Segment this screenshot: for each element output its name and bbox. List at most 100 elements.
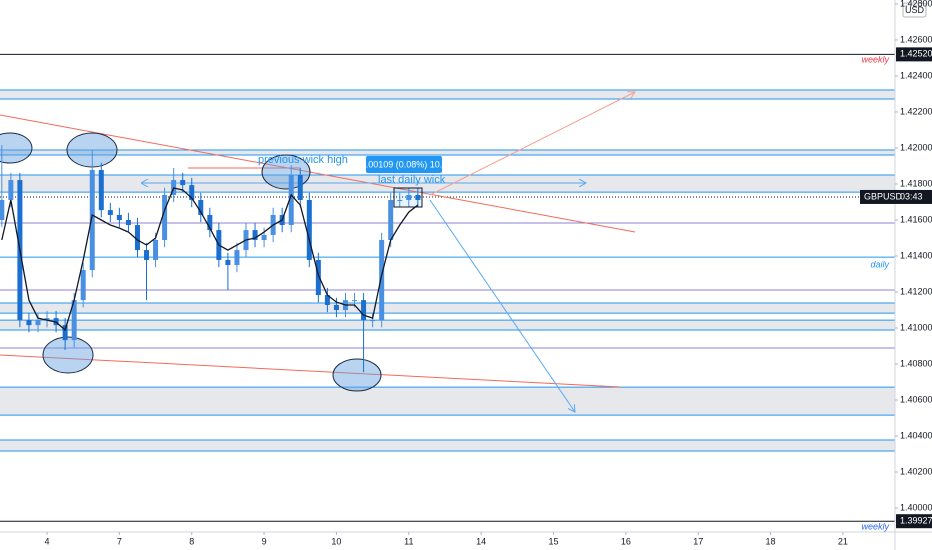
- zone: [0, 149, 895, 156]
- x-tick-label: 18: [766, 536, 776, 546]
- trendline: [0, 354, 621, 388]
- arrow-down: [429, 199, 575, 412]
- zone: [0, 387, 895, 416]
- y-tick-label: 1.42600: [900, 34, 932, 44]
- candle-body: [352, 300, 358, 302]
- candle-body: [62, 325, 68, 341]
- candle-body: [315, 259, 321, 296]
- candle-body: [324, 295, 330, 305]
- candle-body: [370, 320, 376, 322]
- candle-body: [116, 214, 122, 221]
- y-tick-label: 1.41400: [900, 250, 932, 260]
- measure-tag: [366, 156, 442, 173]
- candle-body: [162, 194, 168, 240]
- candle-body: [234, 250, 240, 266]
- candle-body: [80, 270, 86, 301]
- y-tick-label: 1.42800: [900, 0, 932, 8]
- x-tick-label: 4: [45, 536, 50, 546]
- overlay: 0.00109 (0.08%) 10.9 previous wick high …: [258, 154, 448, 208]
- candle-body: [198, 200, 204, 215]
- candle-body: [261, 234, 267, 240]
- ellipse: [0, 132, 33, 164]
- currency: USD: [905, 5, 925, 15]
- levels: daily weekly weekly: [0, 53, 895, 532]
- x-tick-label: 14: [476, 536, 486, 546]
- zone: [0, 90, 895, 100]
- zone: [0, 440, 895, 451]
- candle-body: [98, 169, 104, 211]
- key-level-tag: weekly: [861, 522, 889, 532]
- zone: [0, 174, 895, 193]
- candle-body: [333, 304, 339, 311]
- candle-body: [297, 174, 303, 201]
- candle-body: [89, 169, 95, 271]
- x-tick-label: 8: [189, 536, 194, 546]
- key-level-tag: weekly: [861, 55, 889, 65]
- arrow-up: [429, 92, 635, 196]
- y-tick-label: 1.40200: [900, 466, 932, 476]
- key-level-box: [896, 514, 932, 529]
- y-tick-label: 1.40800: [900, 358, 932, 368]
- x-tick-label: 17: [693, 536, 703, 546]
- symbol-box: [860, 189, 932, 204]
- countdown: 03:43: [900, 191, 923, 201]
- candles: [0, 145, 421, 373]
- candle-body: [153, 239, 159, 260]
- candle-body: [144, 250, 150, 260]
- symbol-label: GBPUSD: [864, 191, 903, 201]
- candle-body: [0, 200, 5, 221]
- candle-body: [26, 320, 32, 326]
- key-level-label: 1.42520: [900, 49, 932, 59]
- ellipse: [332, 358, 382, 392]
- measure-label: 0.00109 (0.08%) 10.9: [361, 159, 448, 169]
- x-tick-label: 10: [331, 536, 341, 546]
- y-tick-label: 1.41800: [900, 178, 932, 188]
- candle-body: [388, 200, 394, 240]
- candle-body: [71, 300, 77, 341]
- y-tick-label: 1.40400: [900, 430, 932, 440]
- candle-body: [134, 225, 140, 251]
- trendline: [0, 114, 636, 233]
- zone: [0, 302, 895, 314]
- y-tick-label: 1.42000: [900, 142, 932, 152]
- candle-body: [189, 185, 195, 201]
- candle-body: [8, 180, 14, 201]
- moving-average: [1, 187, 419, 332]
- x-tick-label: 7: [117, 536, 122, 546]
- zone: [0, 320, 895, 331]
- x-tick-label: 9: [262, 536, 267, 546]
- candle-body: [107, 210, 113, 215]
- drawings: [0, 92, 635, 412]
- candle-body: [397, 200, 403, 202]
- y-tick-label: 1.41600: [900, 214, 932, 224]
- x-tick-label: 11: [404, 536, 413, 546]
- candle-body: [306, 200, 312, 260]
- ellipse: [42, 336, 94, 374]
- annotation: last daily wick: [378, 174, 446, 186]
- currency-box: [902, 2, 927, 18]
- x-tick-label: 15: [548, 536, 558, 546]
- candle-body: [180, 180, 186, 186]
- y-tick-label: 1.41000: [900, 322, 932, 332]
- level-tag: daily: [870, 259, 889, 269]
- measure-box: [393, 187, 423, 208]
- y-tick-label: 1.40000: [900, 502, 932, 512]
- key-level-box: [896, 47, 932, 62]
- x-tick-label: 21: [838, 536, 848, 546]
- y-tick-label: 1.42400: [900, 70, 932, 80]
- annotation: previous wick high: [258, 154, 348, 166]
- candle-body: [406, 194, 412, 201]
- candle-body: [361, 300, 367, 321]
- x-tick-label: 16: [621, 536, 631, 546]
- candle-body: [44, 318, 50, 321]
- candle-body: [288, 174, 294, 226]
- candle-body: [207, 214, 213, 231]
- y-tick-label: 1.41200: [900, 286, 932, 296]
- y-tick-label: 1.42200: [900, 106, 932, 116]
- candle-body: [35, 320, 41, 326]
- candle-body: [415, 194, 421, 201]
- candle-body: [252, 230, 258, 240]
- candle-body: [225, 259, 231, 266]
